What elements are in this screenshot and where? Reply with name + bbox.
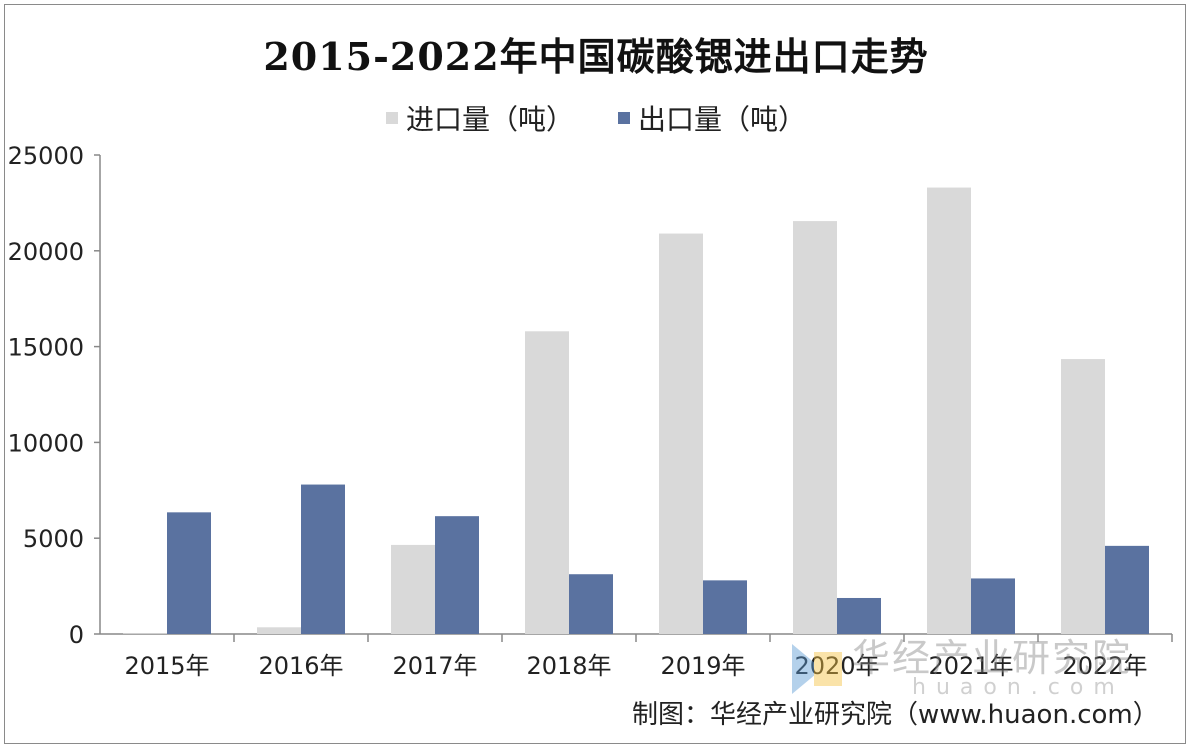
watermark: 华经产业研究院 huaon.com: [792, 636, 1162, 702]
y-tick-label: 10000: [8, 429, 84, 457]
chart-legend: 进口量（吨） 出口量（吨）: [0, 98, 1192, 138]
legend-swatch-import: [385, 112, 398, 124]
bar-import: [123, 633, 167, 634]
bar-export: [435, 516, 479, 634]
bar-import: [927, 187, 971, 634]
bar-export: [1105, 545, 1149, 634]
legend-swatch-export: [618, 112, 630, 124]
legend-label-export: 出口量（吨）: [638, 103, 807, 136]
legend-item-import: 进口量（吨）: [385, 98, 574, 138]
y-tick-label: 25000: [8, 142, 84, 170]
x-tick-label: 2021年: [928, 652, 1013, 680]
legend-item-export: 出口量（吨）: [618, 98, 806, 138]
x-tick-label: 2019年: [660, 652, 745, 680]
y-tick-label: 0: [69, 621, 84, 649]
chart-title: 2015-2022年中国碳酸锶进出口走势: [263, 34, 929, 79]
y-tick-label: 5000: [23, 525, 84, 553]
bar-export: [971, 578, 1015, 634]
y-tick-label: 15000: [8, 334, 84, 362]
x-tick-label: 2016年: [258, 652, 343, 680]
watermark-logo-icon: [792, 644, 842, 694]
bar-export: [703, 580, 747, 634]
bar-import: [1061, 359, 1105, 634]
bar-export: [167, 512, 211, 634]
bar-export: [301, 484, 345, 634]
x-tick-label: 2018年: [526, 652, 611, 680]
x-tick-label: 2022年: [1062, 652, 1147, 680]
y-tick-label: 20000: [8, 238, 84, 266]
x-tick-label: 2015年: [124, 652, 209, 680]
bar-import: [793, 221, 837, 635]
x-tick-label: 2020年: [794, 652, 879, 680]
source-note: 制图：华经产业研究院（www.huaon.com）: [632, 700, 1159, 730]
watermark-text-en: huaon.com: [912, 675, 1125, 700]
bar-export: [837, 597, 881, 634]
bar-import: [257, 627, 301, 634]
bar-import: [659, 233, 703, 634]
bar-import: [525, 331, 569, 634]
bar-import: [391, 544, 435, 634]
x-tick-label: 2017年: [392, 652, 477, 680]
bar-export: [569, 574, 613, 634]
watermark-text-cn: 华经产业研究院: [852, 636, 1133, 680]
legend-label-import: 进口量（吨）: [405, 103, 574, 136]
